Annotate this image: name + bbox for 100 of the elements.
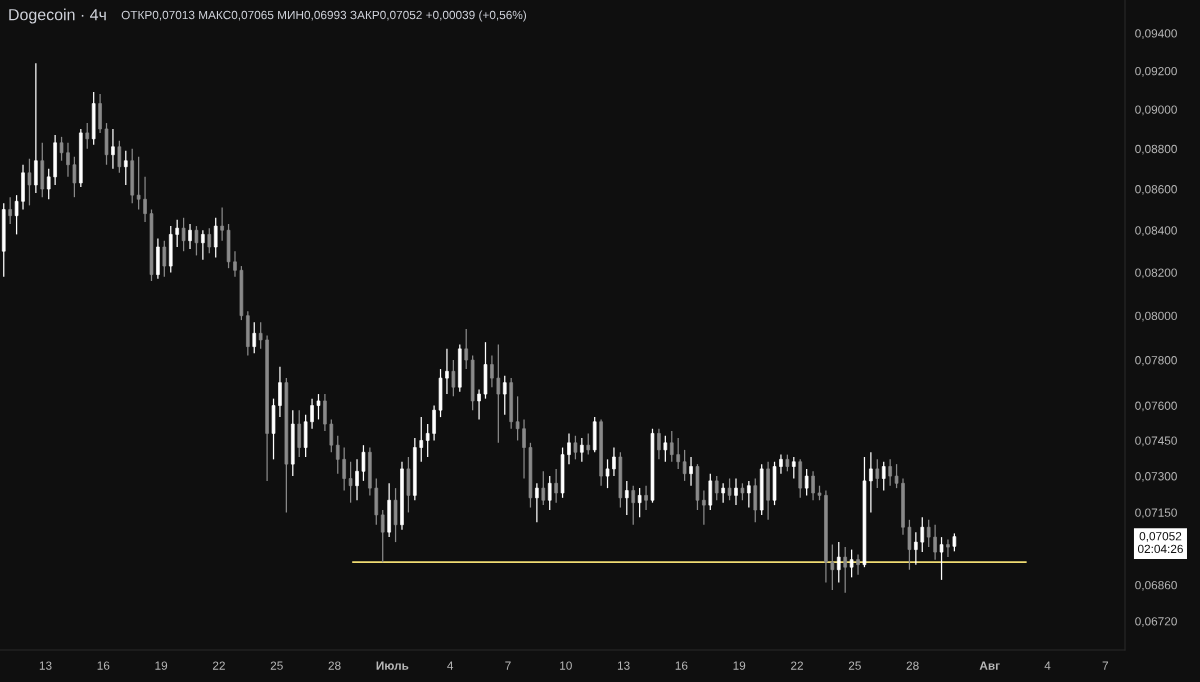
x-tick-label: 10 bbox=[560, 661, 572, 670]
candlestick bbox=[515, 395, 520, 442]
y-tick-label: 0,08200 bbox=[1135, 268, 1177, 279]
candlestick bbox=[59, 136, 64, 162]
candlestick bbox=[162, 240, 167, 278]
candlestick bbox=[914, 531, 918, 566]
candlestick bbox=[869, 451, 873, 514]
candlestick bbox=[644, 485, 648, 511]
y-tick-label: 0,06860 bbox=[1135, 581, 1177, 591]
candlestick bbox=[490, 354, 494, 388]
candlestick bbox=[554, 468, 558, 504]
x-tick-label: 28 bbox=[328, 661, 341, 670]
candlestick bbox=[830, 543, 835, 591]
candlestick bbox=[907, 519, 912, 571]
candlestick bbox=[573, 435, 578, 460]
candlestick bbox=[856, 553, 860, 576]
candlestick bbox=[586, 432, 591, 456]
candlestick bbox=[811, 470, 815, 501]
candlestick bbox=[143, 176, 147, 223]
candlestick bbox=[233, 250, 237, 278]
y-tick-label: 0,08800 bbox=[1135, 144, 1177, 155]
candlestick bbox=[220, 206, 224, 242]
candlestick bbox=[522, 418, 526, 480]
candlestick bbox=[625, 480, 629, 516]
candlestick bbox=[747, 480, 751, 509]
candlestick bbox=[612, 446, 616, 477]
candlestick bbox=[188, 223, 192, 250]
candlestick bbox=[669, 430, 674, 463]
y-tick-label: 0,06720 bbox=[1135, 617, 1177, 627]
text: 0,07052 02:04:26 bbox=[1137, 532, 1183, 554]
x-tick-label: 25 bbox=[270, 661, 283, 670]
candlestick bbox=[541, 470, 546, 506]
candlestick bbox=[117, 140, 122, 174]
candlestick bbox=[323, 393, 327, 432]
candlestick bbox=[194, 225, 199, 257]
candlestick bbox=[605, 458, 610, 489]
candlestick bbox=[316, 393, 321, 421]
x-tick-label: 13 bbox=[39, 661, 52, 670]
candlestick bbox=[689, 456, 693, 487]
x-tick-label: 4 bbox=[447, 661, 454, 670]
candlestick bbox=[361, 444, 366, 482]
y-tick-label: 0,08000 bbox=[1135, 311, 1177, 322]
candlestick bbox=[207, 227, 212, 254]
x-tick-label: 7 bbox=[1102, 661, 1109, 670]
candlestick bbox=[8, 196, 12, 225]
candlestick bbox=[72, 156, 77, 198]
candlestick bbox=[175, 219, 179, 248]
candlestick bbox=[637, 487, 642, 518]
candlestick bbox=[676, 437, 680, 470]
candlestick bbox=[297, 409, 302, 458]
candlestick bbox=[843, 546, 847, 594]
candlestick bbox=[881, 461, 886, 492]
candlestick bbox=[631, 485, 636, 526]
x-tick-label: 19 bbox=[733, 661, 746, 670]
candlestick bbox=[663, 435, 668, 463]
x-tick-label: 16 bbox=[97, 661, 110, 670]
candlestick bbox=[252, 321, 257, 354]
candlestick bbox=[329, 418, 334, 453]
candlestick bbox=[939, 536, 944, 581]
y-tick-label: 0,07800 bbox=[1135, 356, 1177, 366]
x-tick-label: Авг bbox=[979, 661, 1000, 670]
candlestick bbox=[425, 423, 430, 458]
candlestick bbox=[727, 477, 732, 501]
candlestick bbox=[920, 516, 925, 553]
candlestick bbox=[888, 458, 892, 487]
candlestick bbox=[779, 453, 783, 475]
x-tick-label: Июль bbox=[376, 661, 409, 670]
candlestick bbox=[580, 437, 584, 463]
candlestick bbox=[66, 142, 70, 178]
y-tick-label: 0,09200 bbox=[1135, 66, 1177, 77]
candlestick bbox=[714, 475, 719, 501]
candlestick bbox=[792, 456, 796, 480]
candlestick bbox=[335, 435, 340, 475]
candlestick bbox=[355, 458, 359, 501]
candlestick bbox=[849, 548, 854, 578]
candlestick bbox=[111, 128, 115, 170]
candlestick bbox=[946, 538, 950, 558]
candlestick bbox=[894, 463, 899, 489]
candlestick bbox=[926, 519, 931, 548]
candlestick bbox=[451, 359, 456, 397]
candlestick bbox=[836, 541, 841, 584]
x-tick-label: 16 bbox=[675, 661, 688, 670]
candlestick bbox=[348, 461, 353, 504]
candlestick bbox=[734, 477, 738, 506]
candlestick bbox=[721, 482, 725, 504]
x-tick-label: 22 bbox=[791, 661, 803, 670]
text: Dogecoin · 4ч bbox=[9, 8, 106, 24]
candlestick bbox=[14, 194, 19, 236]
candlestick bbox=[27, 158, 32, 207]
y-tick-label: 0,07300 bbox=[1135, 472, 1177, 482]
y-tick-label: 0,09400 bbox=[1135, 29, 1177, 40]
candlestick bbox=[496, 343, 501, 444]
candlestick bbox=[502, 375, 507, 416]
candlestick bbox=[85, 122, 90, 150]
y-tick-label: 0,09000 bbox=[1135, 105, 1177, 116]
y-tick-label: 0,07450 bbox=[1135, 436, 1177, 447]
y-tick-label: 0,08600 bbox=[1135, 185, 1177, 195]
y-tick-label: 0,07600 bbox=[1135, 401, 1177, 412]
candlestick bbox=[419, 416, 424, 463]
candlestick bbox=[342, 446, 346, 492]
